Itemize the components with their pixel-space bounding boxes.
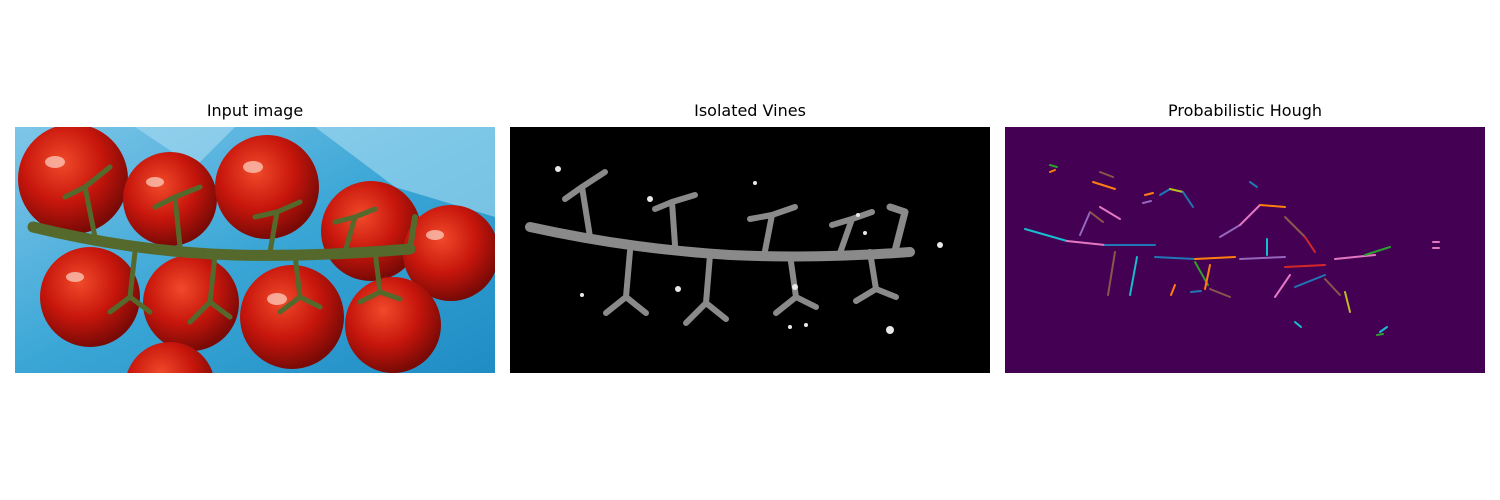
tomatoes [18,127,495,373]
vine [27,164,418,325]
input-image-title: Input image [206,101,304,120]
hough-panel [1005,127,1485,373]
input-image-panel [15,127,495,373]
vine-mask [510,127,990,373]
isolated-vines-title: Isolated Vines [694,101,806,120]
hough-title: Probabilistic Hough [1167,101,1323,120]
isolated-vines-panel [510,127,990,373]
hough-segments [1024,164,1440,336]
hough-lines [1005,127,1485,373]
noise-specks [555,166,943,334]
vine-silhouette [525,169,915,326]
tomato-photo [15,127,495,373]
